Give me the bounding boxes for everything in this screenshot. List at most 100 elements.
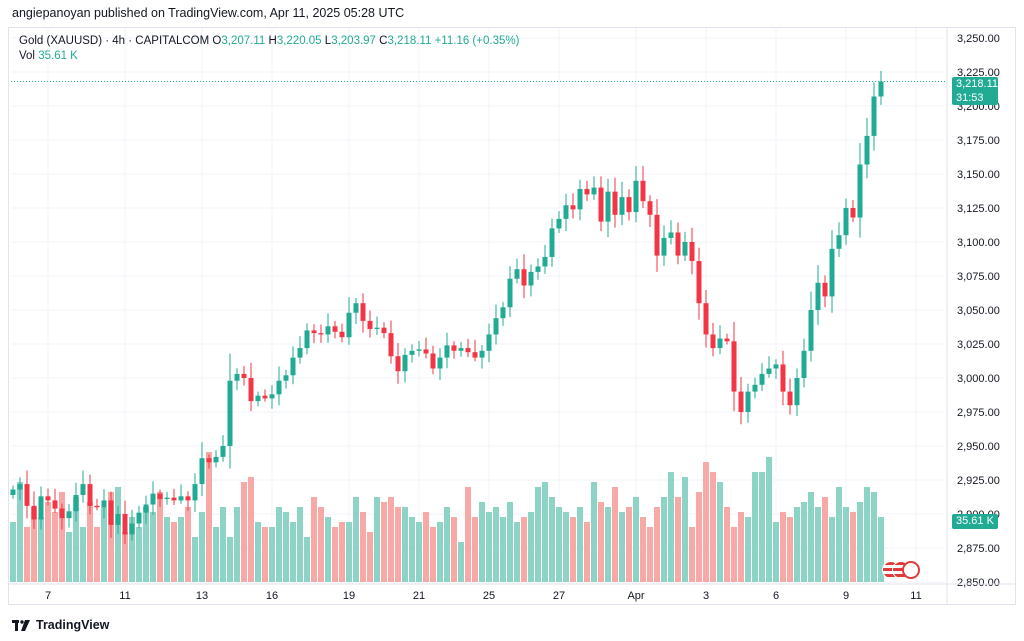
candle-body (332, 326, 338, 332)
candle-body (738, 391, 744, 412)
volume-bar (52, 512, 58, 582)
candle-body (682, 242, 688, 256)
publish-caption: angiepanoyan published on TradingView.co… (12, 6, 405, 20)
volume-bar (192, 537, 198, 582)
volume-bar (850, 512, 856, 582)
volume-bar (171, 522, 177, 582)
candle-body (731, 341, 737, 392)
candle-body (353, 303, 359, 313)
time-tick-label: 6 (773, 590, 779, 602)
volume-bar (507, 502, 513, 582)
volume-bar (647, 527, 653, 582)
volume-bar (724, 507, 730, 582)
volume-bar (493, 507, 499, 582)
candle-body (206, 458, 212, 463)
volume-bar (283, 512, 289, 582)
candle-body (766, 368, 772, 374)
candle-body (346, 312, 352, 338)
candle-body (584, 188, 590, 195)
volume-bar (780, 512, 786, 582)
candle-body (115, 514, 121, 525)
volume-bar (374, 497, 380, 582)
candle-body (402, 354, 408, 372)
volume-bar (738, 512, 744, 582)
volume-bar (332, 527, 338, 582)
candle-body (374, 327, 380, 330)
candle-body (794, 378, 800, 406)
candle-body (528, 271, 534, 286)
volume-bar (801, 502, 807, 582)
candle-body (17, 484, 23, 490)
candle-body (647, 201, 653, 215)
candle-body (829, 248, 835, 297)
candle-body (878, 81, 884, 97)
volume-bar (416, 522, 422, 582)
tradingview-logo-icon (12, 619, 30, 631)
volume-bar (577, 507, 583, 582)
volume-bar (150, 512, 156, 582)
low-label: L (324, 35, 332, 47)
volume-bar (472, 517, 478, 582)
time-tick-label: 7 (45, 590, 51, 602)
candle-body (73, 494, 79, 512)
volume-bar (654, 507, 660, 582)
volume-bar (94, 527, 100, 582)
candle-body (808, 310, 814, 351)
candle-body (444, 345, 450, 358)
candle-body (591, 187, 597, 195)
time-tick-label: 16 (266, 590, 278, 602)
candle-body (724, 338, 730, 342)
volume-bar (857, 502, 863, 582)
volume-bar (115, 487, 121, 582)
volume-bar (297, 507, 303, 582)
volume-bar (437, 522, 443, 582)
candle-body (24, 484, 30, 506)
volume-bar (682, 477, 688, 582)
volume-bar (612, 487, 618, 582)
price-tick-label: 3,050.00 (957, 305, 1000, 317)
candle-body (409, 350, 415, 355)
candle-body (31, 505, 37, 520)
high-value: 3,220.05 (276, 35, 322, 47)
event-flags[interactable] (882, 561, 920, 581)
volume-label: Vol (19, 50, 35, 62)
time-axis[interactable]: 7 11 13 16 19 21 25 27 Apr 3 6 9 11 (9, 583, 1015, 602)
change-value: +11.16 (+0.35%) (434, 35, 520, 47)
bar-countdown: 31:53 (956, 92, 984, 104)
candle-body (661, 237, 667, 256)
volume-bar (360, 512, 366, 582)
chart-frame[interactable]: 3,250.00 3,225.00 3,200.00 3,175.00 3,150.00… (8, 27, 1016, 605)
volume-bar (689, 527, 695, 582)
brand-name: TradingView (36, 618, 110, 632)
candle-body (248, 378, 254, 402)
volume-bar (871, 492, 877, 582)
low-value: 3,203.97 (331, 35, 376, 47)
candle-body (619, 197, 625, 215)
symbol-label[interactable]: Gold (XAUUSD) · 4h · CAPITALCOM (19, 35, 210, 47)
volume-bar (318, 507, 324, 582)
candle-body (416, 349, 422, 351)
volume-bar (87, 502, 93, 582)
candle-body (521, 269, 527, 286)
volume-bar (164, 517, 170, 582)
time-tick-label: 21 (413, 590, 425, 602)
candle-body (192, 484, 198, 501)
price-tick-label: 2,925.00 (957, 475, 1000, 487)
volume-bar (353, 497, 359, 582)
volume-bar (276, 507, 282, 582)
candle-body (304, 330, 310, 349)
candlestick-chart[interactable]: 3,250.003,225.003,200.003,175.003,150.00… (9, 28, 1015, 604)
volume-bar (402, 507, 408, 582)
candle-body (801, 350, 807, 378)
us-flag-icon[interactable] (902, 561, 920, 579)
volume-bar (563, 512, 569, 582)
price-tick-label: 2,850.00 (957, 577, 1000, 589)
candle-body (262, 395, 268, 399)
volume-bar (234, 507, 240, 582)
time-tick-label: 25 (483, 590, 495, 602)
candle-body (836, 235, 842, 249)
candle-body (745, 391, 751, 412)
candle-body (507, 278, 513, 308)
price-tick-label: 3,100.00 (957, 237, 1000, 249)
volume-bar (815, 507, 821, 582)
